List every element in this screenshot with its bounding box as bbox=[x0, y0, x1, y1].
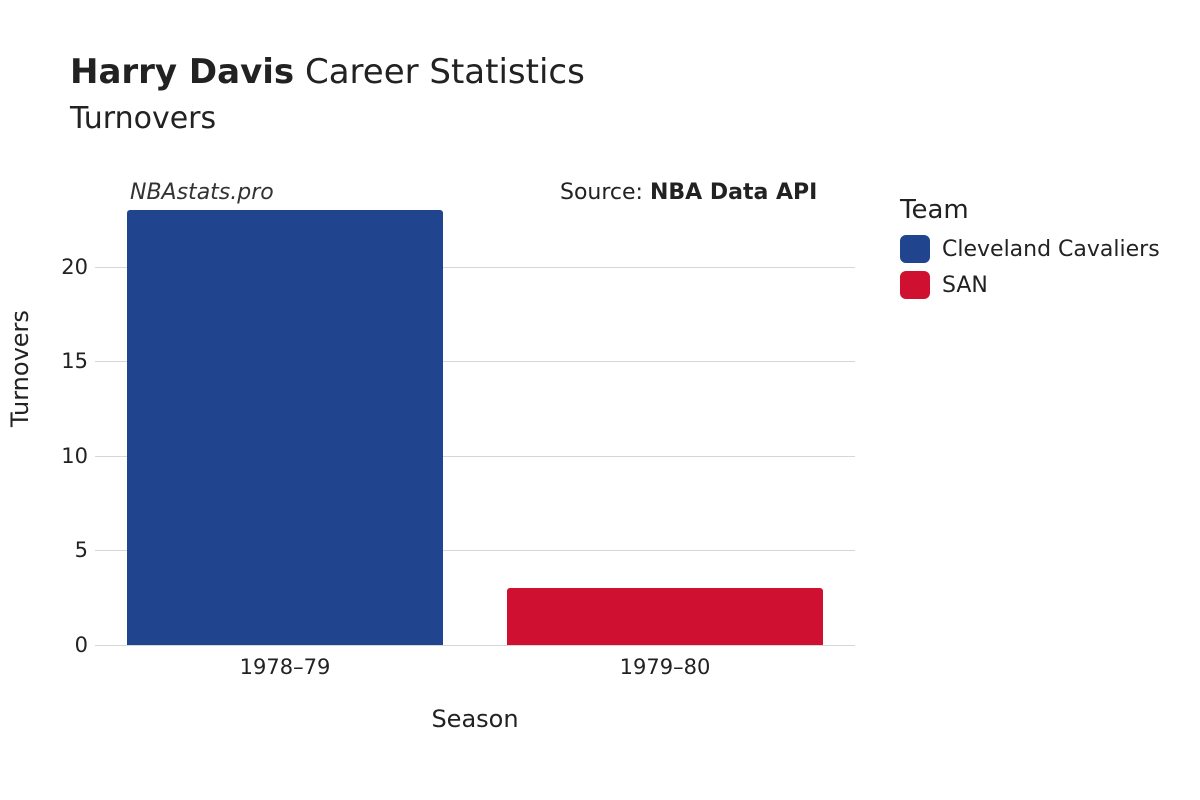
legend-label: Cleveland Cavaliers bbox=[942, 237, 1160, 262]
chart-canvas: Harry Davis Career Statistics Turnovers … bbox=[0, 0, 1200, 800]
legend-title: Team bbox=[900, 195, 1160, 225]
legend-swatch bbox=[900, 235, 930, 263]
y-tick-label: 0 bbox=[75, 633, 88, 657]
x-axis-ticks: 1978–79 1979–80 bbox=[95, 655, 855, 685]
bar bbox=[127, 210, 442, 645]
y-tick-label: 20 bbox=[61, 255, 88, 279]
chart-title: Harry Davis Career Statistics bbox=[70, 52, 585, 93]
gridline bbox=[95, 645, 855, 646]
x-tick-label: 1979–80 bbox=[620, 655, 711, 679]
legend-swatch bbox=[900, 271, 930, 299]
x-tick-label: 1978–79 bbox=[240, 655, 331, 679]
bar bbox=[507, 588, 822, 645]
source-name: NBA Data API bbox=[650, 180, 817, 205]
source-prefix: Source: bbox=[560, 180, 650, 205]
y-axis-ticks: 05101520 bbox=[0, 210, 88, 645]
chart-subtitle: Turnovers bbox=[70, 99, 585, 138]
source-attribution: Source: NBA Data API bbox=[560, 180, 817, 205]
y-tick-label: 10 bbox=[61, 444, 88, 468]
title-rest: Career Statistics bbox=[305, 52, 585, 92]
watermark-text: NBAstats.pro bbox=[130, 180, 274, 205]
chart-title-block: Harry Davis Career Statistics Turnovers bbox=[70, 52, 585, 138]
title-player: Harry Davis bbox=[70, 52, 294, 92]
x-axis-title: Season bbox=[95, 705, 855, 733]
y-axis-title: Turnovers bbox=[6, 310, 34, 427]
y-tick-label: 5 bbox=[75, 538, 88, 562]
legend-item: Cleveland Cavaliers bbox=[900, 235, 1160, 263]
y-tick-label: 15 bbox=[61, 349, 88, 373]
legend: Team Cleveland Cavaliers SAN bbox=[900, 195, 1160, 307]
plot-area bbox=[95, 210, 855, 645]
legend-item: SAN bbox=[900, 271, 1160, 299]
legend-label: SAN bbox=[942, 273, 988, 298]
